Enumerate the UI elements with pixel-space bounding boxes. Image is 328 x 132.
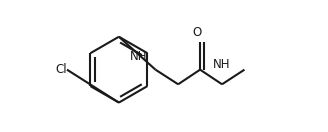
Text: Cl: Cl [55,63,67,76]
Text: O: O [193,26,202,39]
Text: NH: NH [213,58,231,71]
Text: NH: NH [130,50,147,63]
